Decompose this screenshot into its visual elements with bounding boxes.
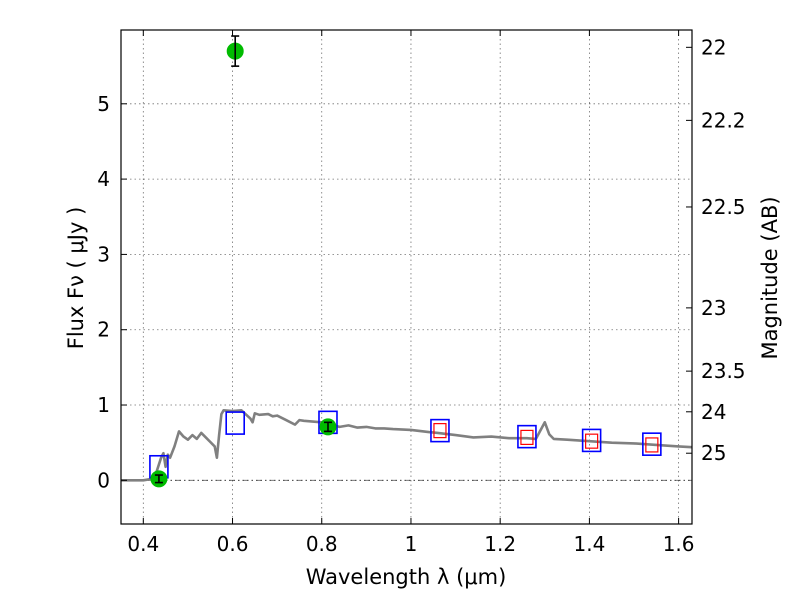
y-tick-label: 3 [97, 242, 110, 266]
sed-template [121, 408, 693, 482]
model-square-red [433, 423, 447, 439]
model-square-red [645, 437, 659, 453]
model-square-blue [225, 411, 245, 435]
y-tick-label: 0 [97, 468, 110, 492]
model-square-blue [581, 428, 602, 453]
x-axis-label: Wavelength λ (μm) [306, 565, 507, 589]
right-tick-label: 22.2 [701, 108, 746, 132]
right-tick-label: 23.5 [701, 359, 746, 383]
right-tick-label: 22 [701, 35, 726, 59]
right-tick-label: 22.5 [701, 195, 746, 219]
x-tick-label: 0.6 [217, 532, 249, 556]
right-tick-label: 25 [701, 441, 726, 465]
y-tick-label: 2 [97, 318, 110, 342]
model-square-blue [642, 432, 662, 456]
right-tick-label: 24 [701, 400, 726, 424]
model-square-red [585, 433, 599, 449]
plot-frame [120, 29, 693, 525]
x-tick-label: 1.6 [663, 532, 695, 556]
y-tick-label: 4 [97, 167, 110, 191]
photometry-markers [149, 35, 662, 488]
x-tick-label: 1.4 [573, 532, 605, 556]
sed-template-line [121, 408, 693, 482]
x-tick-label: 0.4 [127, 532, 159, 556]
x-tick-label: 1.2 [484, 532, 516, 556]
y-tick-label: 5 [97, 92, 110, 116]
y-right-axis-label: Magnitude (AB) [758, 196, 782, 359]
model-square-blue [430, 418, 450, 443]
x-tick-label: 1 [405, 532, 418, 556]
y-tick-label: 1 [97, 393, 110, 417]
axis-ticks: 0.4 0.6 0.8 1 1.2 1.4 1.60123452222.222.52323.… [97, 30, 746, 556]
x-tick-label: 0.8 [306, 532, 338, 556]
y-axis-label: Flux Fν ( μJy ) [64, 207, 88, 350]
grid-lines [121, 30, 692, 524]
model-square-blue [517, 424, 537, 449]
right-tick-label: 23 [701, 296, 726, 320]
model-square-red [520, 429, 534, 445]
